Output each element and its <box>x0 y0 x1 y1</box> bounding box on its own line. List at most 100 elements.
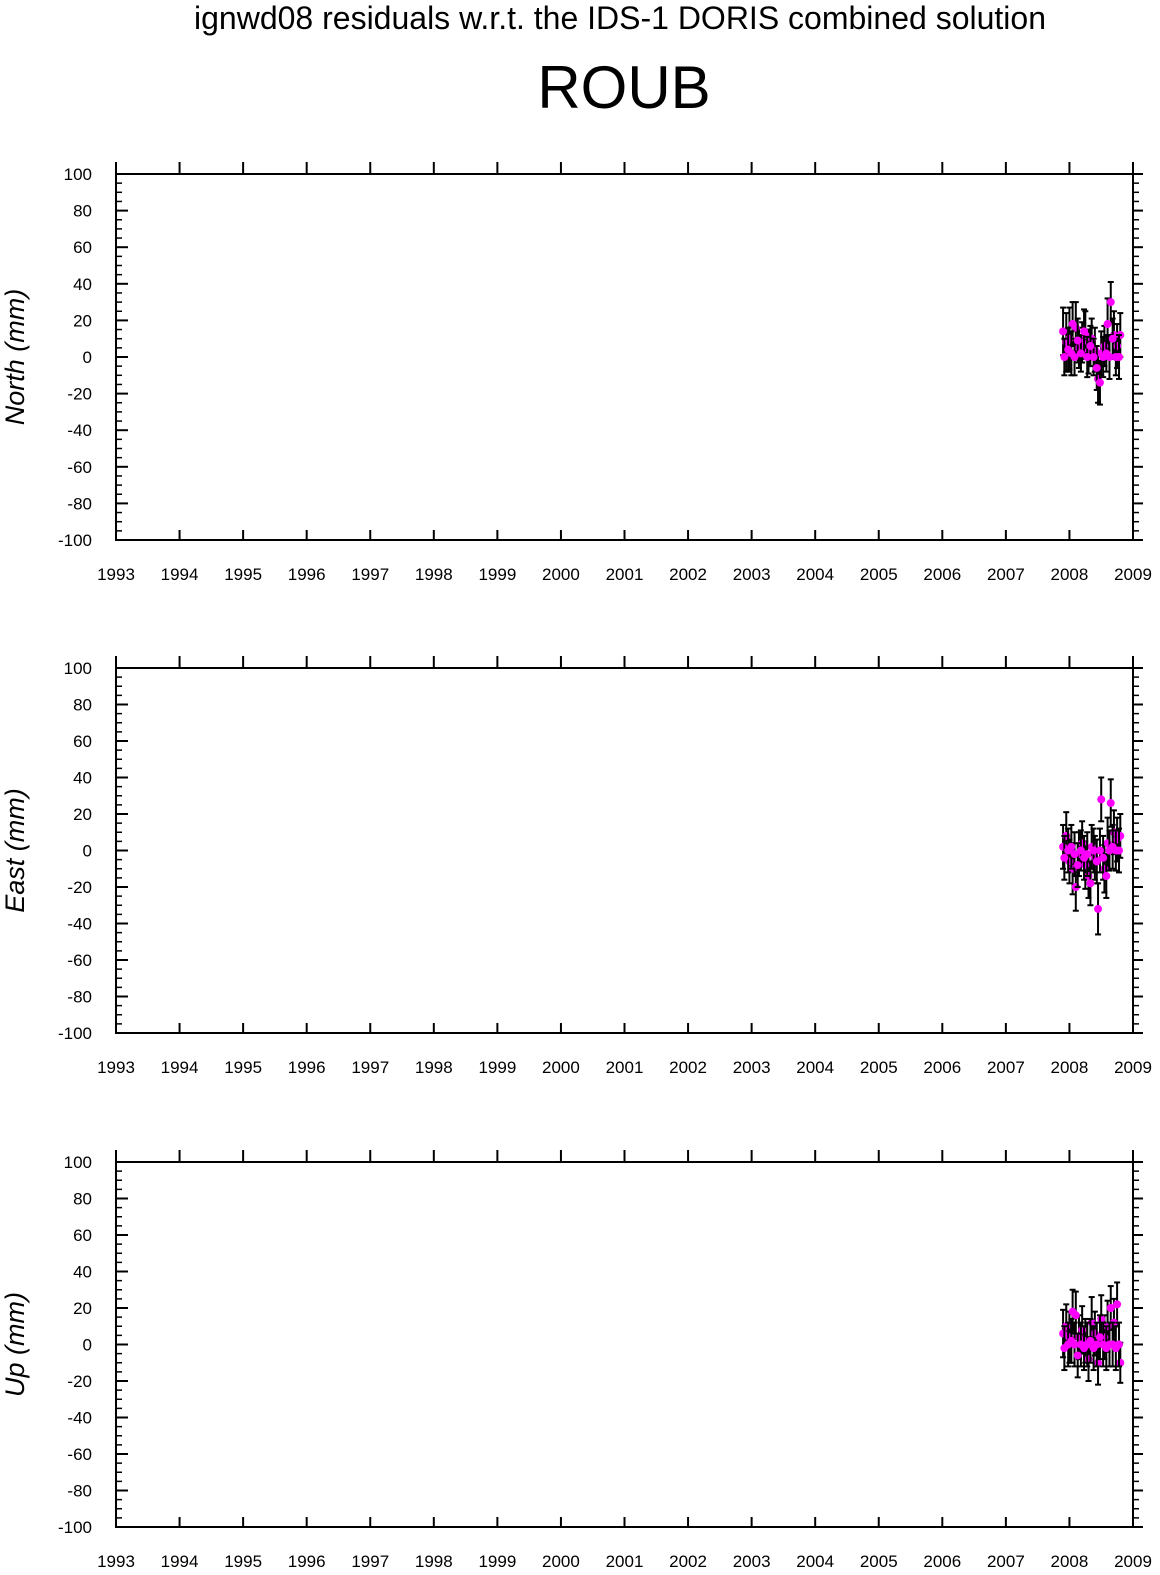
north-data-point <box>1073 336 1082 345</box>
east-y-axis-label: East (mm) <box>0 788 30 913</box>
north-y-tick-label: -40 <box>67 421 92 440</box>
east-chart: 1993 1994 1995 1996 1997 1998 1999 2000 2001 2002… <box>0 656 1152 1077</box>
east-data-point <box>1097 795 1106 804</box>
east-data-point <box>1099 853 1108 862</box>
up-data-point <box>1071 1311 1080 1320</box>
north-data-point <box>1080 327 1089 336</box>
east-data-point <box>1095 846 1104 855</box>
east-x-tick-label: 2001 <box>606 1058 644 1077</box>
up-x-tick-label: 1994 <box>161 1552 199 1571</box>
east-x-tick-label: 1994 <box>161 1058 199 1077</box>
east-y-tick-label: -100 <box>58 1024 92 1043</box>
north-x-tick-label: 1994 <box>161 565 199 584</box>
up-data-point <box>1115 1340 1124 1349</box>
north-x-tick-label: 2006 <box>923 565 961 584</box>
up-x-tick-label: 2004 <box>796 1552 834 1571</box>
east-y-tick-label: 60 <box>73 732 92 751</box>
east-x-tick-label: 2004 <box>796 1058 834 1077</box>
east-y-tick-label: -80 <box>67 988 92 1007</box>
up-x-tick-label: 1999 <box>478 1552 516 1571</box>
north-x-tick-label: 2005 <box>860 565 898 584</box>
east-x-tick-label: 2009 <box>1114 1058 1152 1077</box>
east-y-tick-label: -40 <box>67 915 92 934</box>
north-data-point <box>1070 353 1079 361</box>
east-data-point <box>1070 850 1079 859</box>
north-y-tick-label: -80 <box>67 494 92 513</box>
up-plot-frame <box>115 1161 1134 1528</box>
up-chart: 1993 1994 1995 1996 1997 1998 1999 2000 2001 2002… <box>0 1150 1152 1571</box>
north-y-tick-label: 80 <box>73 202 92 221</box>
station-title: ROUB <box>537 54 711 121</box>
up-x-tick-label: 1996 <box>288 1552 326 1571</box>
north-data-point <box>1108 334 1117 343</box>
east-data-point <box>1067 842 1076 851</box>
north-y-tick-label: 20 <box>73 311 92 330</box>
north-x-tick-label: 2002 <box>669 565 707 584</box>
north-data-point <box>1083 353 1092 361</box>
north-data-point <box>1089 353 1098 361</box>
up-y-tick-label: 80 <box>73 1190 92 1209</box>
up-data-point <box>1086 1336 1095 1345</box>
north-x-tick-label: 1996 <box>288 565 326 584</box>
up-y-tick-label: -100 <box>58 1518 92 1537</box>
up-y-tick-label: -40 <box>67 1409 92 1428</box>
east-x-tick-label: 2002 <box>669 1058 707 1077</box>
up-data-point <box>1113 1300 1122 1309</box>
up-x-tick-label: 2006 <box>923 1552 961 1571</box>
east-data-point <box>1089 846 1098 855</box>
north-x-tick-label: 2003 <box>733 565 771 584</box>
north-data-point <box>1105 353 1114 361</box>
up-data-point <box>1073 1351 1082 1360</box>
up-x-tick-label: 2000 <box>542 1552 580 1571</box>
east-data-point <box>1073 861 1082 870</box>
up-y-tick-label: 60 <box>73 1226 92 1245</box>
up-data-point <box>1092 1340 1101 1349</box>
east-y-tick-label: 100 <box>64 659 92 678</box>
north-x-tick-label: 2000 <box>542 565 580 584</box>
north-data-point <box>1095 378 1104 387</box>
north-y-tick-label: 100 <box>64 165 92 184</box>
east-y-tick-label: 80 <box>73 696 92 715</box>
north-data-point <box>1060 353 1069 361</box>
up-x-tick-label: 1995 <box>224 1552 262 1571</box>
east-y-tick-label: 20 <box>73 805 92 824</box>
up-y-tick-label: 20 <box>73 1299 92 1318</box>
up-x-tick-label: 2002 <box>669 1552 707 1571</box>
east-data-point <box>1060 853 1069 862</box>
east-data-point <box>1076 846 1085 855</box>
east-data-point <box>1106 799 1115 808</box>
east-y-tick-label: 0 <box>83 842 92 861</box>
north-x-tick-label: 2009 <box>1114 565 1152 584</box>
north-y-axis-label: North (mm) <box>0 289 30 426</box>
up-y-tick-label: -80 <box>67 1482 92 1501</box>
east-x-tick-label: 2000 <box>542 1058 580 1077</box>
east-data-point <box>1115 846 1124 855</box>
north-x-tick-label: 1993 <box>97 565 135 584</box>
north-data-point <box>1059 327 1068 336</box>
north-chart: 1993 1994 1995 1996 1997 1998 1999 2000 2001 2002… <box>0 162 1152 584</box>
east-x-tick-label: 1996 <box>288 1058 326 1077</box>
east-data-point <box>1086 879 1095 888</box>
north-y-tick-label: 0 <box>83 348 92 367</box>
up-y-tick-label: -60 <box>67 1445 92 1464</box>
north-x-tick-label: 1995 <box>224 565 262 584</box>
north-data-point <box>1086 342 1095 351</box>
up-x-tick-label: 2003 <box>733 1552 771 1571</box>
north-data-point <box>1076 349 1085 358</box>
up-data-point <box>1070 1340 1079 1349</box>
up-x-tick-label: 2009 <box>1114 1552 1152 1571</box>
up-y-tick-label: -20 <box>67 1372 92 1391</box>
east-x-tick-label: 1998 <box>415 1058 453 1077</box>
east-data-point <box>1092 857 1101 866</box>
up-y-tick-label: 0 <box>83 1336 92 1355</box>
up-y-axis-label: Up (mm) <box>0 1292 30 1397</box>
up-y-tick-label: 100 <box>64 1153 92 1172</box>
east-x-tick-label: 2006 <box>923 1058 961 1077</box>
figure-supertitle: ignwd08 residuals w.r.t. the IDS-1 DORIS… <box>194 0 1046 36</box>
east-x-tick-label: 1997 <box>351 1058 389 1077</box>
north-x-tick-label: 2007 <box>987 565 1025 584</box>
north-data-point <box>1115 353 1124 361</box>
north-y-tick-label: 60 <box>73 238 92 257</box>
north-data-point <box>1092 363 1101 372</box>
